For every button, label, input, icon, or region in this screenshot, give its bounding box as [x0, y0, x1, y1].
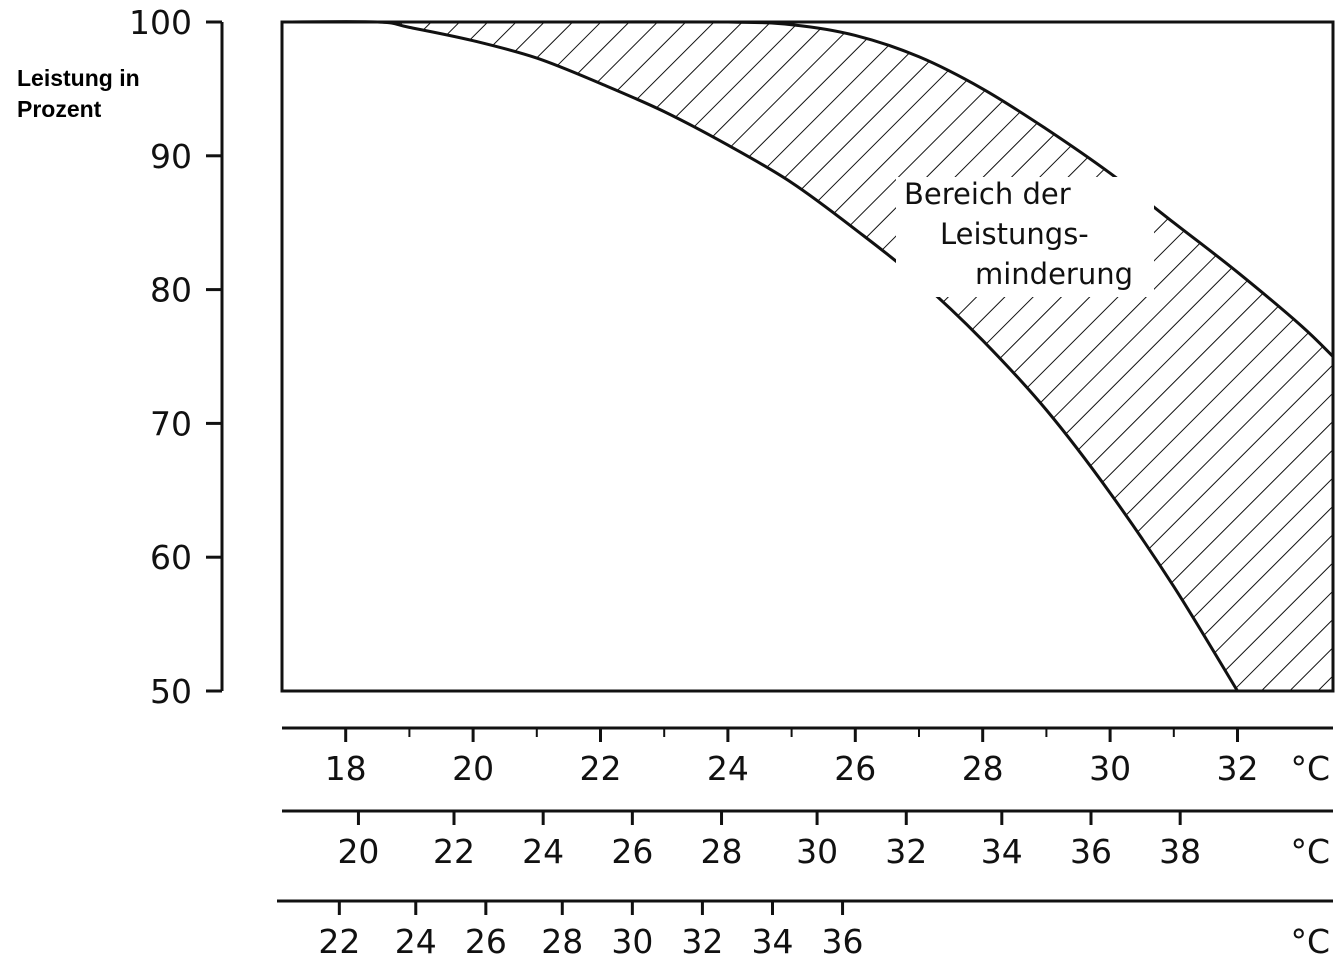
x-axis-3-tick-label: 34: [751, 922, 793, 960]
temperature-scales: 18 20 22 24 26 28 30 32 °C 20 22 24 26 28 30 32 34 36 38 °C…: [277, 728, 1333, 960]
x-axis-2-tick-label: 22: [433, 832, 475, 871]
x-axis-2-tick-label: 20: [337, 832, 379, 871]
x-axis-2-tick-label: 36: [1070, 832, 1112, 871]
x-axis-3-tick-label: 36: [822, 922, 864, 960]
x-axis-1-tick-label: 28: [962, 749, 1004, 788]
x-axis-3-unit: °C: [1290, 922, 1330, 960]
y-tick-label: 90: [150, 137, 192, 176]
x-axis-2-unit: °C: [1290, 832, 1330, 871]
x-axis-2-tick-label: 32: [885, 832, 927, 871]
y-tick-label: 80: [150, 271, 192, 310]
x-axis-1-tick-label: 18: [325, 749, 367, 788]
y-tick-label: 70: [150, 404, 192, 443]
y-axis-ticks: 50 60 70 80 90 100: [129, 3, 222, 711]
x-axis-1-unit: °C: [1290, 749, 1330, 788]
y-tick-label: 100: [129, 3, 192, 42]
x-axis-3-tick-label: 28: [541, 922, 583, 960]
y-axis-label-line-1: Leistung in: [17, 65, 140, 91]
x-axis-3-tick-label: 30: [611, 922, 653, 960]
x-axis-2-tick-label: 30: [796, 832, 838, 871]
x-axis-1-tick-label: 26: [834, 749, 876, 788]
x-axis-1-tick-label: 24: [707, 749, 749, 788]
annotation-line-1: Bereich der: [904, 177, 1071, 211]
x-axis-2-tick-label: 38: [1159, 832, 1201, 871]
annotation-line-2: Leistungs-: [940, 217, 1089, 251]
x-axis-2-tick-label: 28: [701, 832, 743, 871]
x-axis-3-tick-label: 26: [465, 922, 507, 960]
x-axis-1-tick-label: 32: [1217, 749, 1259, 788]
y-tick-label: 50: [150, 672, 192, 711]
y-axis-label-line-2: Prozent: [17, 96, 102, 122]
x-axis-2-tick-label: 26: [611, 832, 653, 871]
x-axis-3-tick-label: 24: [395, 922, 437, 960]
x-axis-2-tick-label: 34: [981, 832, 1023, 871]
x-axis-2-tick-label: 24: [522, 832, 564, 871]
y-tick-label: 60: [150, 538, 192, 577]
x-axis-3-tick-label: 22: [318, 922, 360, 960]
x-axis-3-tick-label: 32: [681, 922, 723, 960]
x-axis-1-tick-label: 20: [452, 749, 494, 788]
annotation-line-3: minderung: [975, 257, 1133, 291]
x-axis-1-tick-label: 30: [1089, 749, 1131, 788]
x-axis-1-tick-label: 22: [580, 749, 622, 788]
